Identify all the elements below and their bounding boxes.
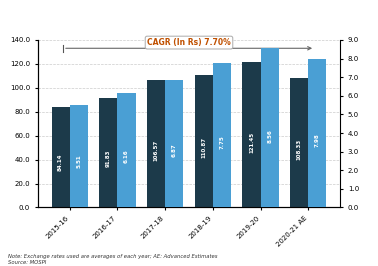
Text: 5.51: 5.51: [76, 155, 81, 168]
Text: 6.87: 6.87: [172, 143, 177, 157]
Bar: [260, 48, 279, 207]
Bar: [165, 80, 183, 207]
Bar: [290, 78, 308, 207]
Text: 91.83: 91.83: [106, 149, 111, 167]
Bar: [147, 80, 165, 207]
Bar: [308, 59, 327, 207]
Bar: [118, 93, 136, 207]
Text: 7.98: 7.98: [315, 134, 320, 147]
Text: CAGR (In Rs) 7.70%: CAGR (In Rs) 7.70%: [147, 38, 231, 47]
Text: 108.33: 108.33: [297, 139, 302, 160]
Text: 8.56: 8.56: [267, 129, 272, 143]
Text: 106.57: 106.57: [153, 139, 158, 161]
Text: 84.14: 84.14: [58, 153, 63, 171]
Text: Note: Exchange rates used are averages of each year; AE: Advanced Estimates
Sour: Note: Exchange rates used are averages o…: [8, 254, 217, 265]
Bar: [213, 63, 231, 207]
Text: 7.75: 7.75: [220, 136, 225, 149]
Text: 121.45: 121.45: [249, 131, 254, 153]
Text: 110.87: 110.87: [201, 137, 206, 158]
Text: 6.16: 6.16: [124, 149, 129, 163]
Bar: [242, 62, 260, 207]
Bar: [195, 75, 213, 207]
Bar: [99, 98, 118, 207]
Bar: [70, 105, 88, 207]
Bar: [51, 107, 70, 207]
Text: GSDP of Delhi at current prices: GSDP of Delhi at current prices: [91, 12, 287, 22]
